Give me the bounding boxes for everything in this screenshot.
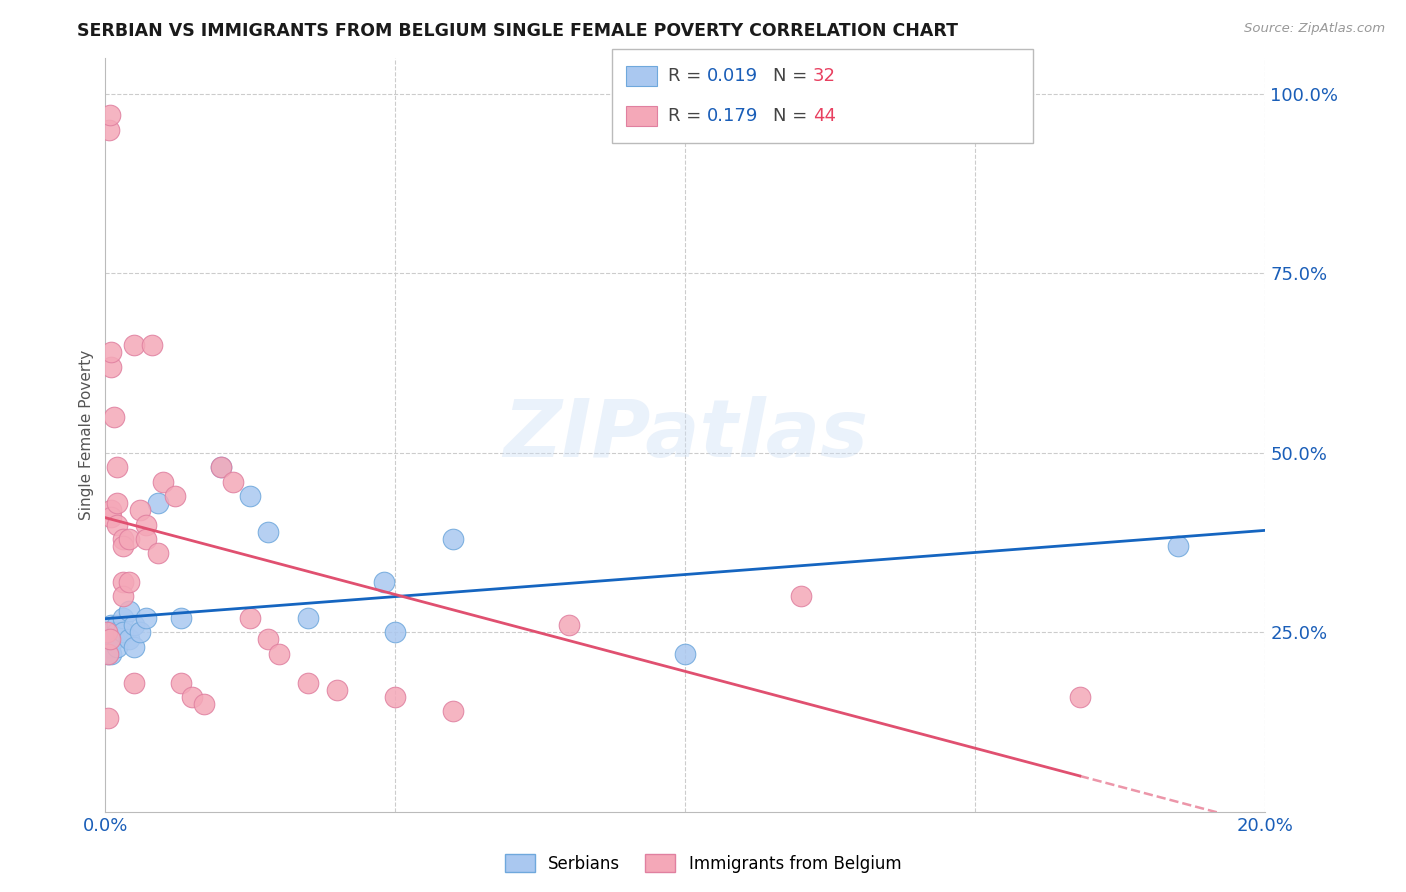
Point xyxy=(98,108,121,122)
Point xyxy=(124,675,146,690)
Point xyxy=(103,409,125,424)
Point xyxy=(269,647,291,661)
Text: 44: 44 xyxy=(813,107,835,125)
Point xyxy=(239,489,262,503)
Point xyxy=(103,632,125,647)
Point xyxy=(141,338,163,352)
Text: R =: R = xyxy=(668,107,707,125)
Point xyxy=(1167,539,1189,553)
Point xyxy=(124,618,146,632)
Point xyxy=(129,625,152,640)
Point xyxy=(297,675,319,690)
Point xyxy=(100,647,122,661)
Point xyxy=(105,517,128,532)
Point xyxy=(211,460,233,475)
Point xyxy=(124,640,146,654)
Point xyxy=(98,632,121,647)
Point xyxy=(111,590,134,604)
Point xyxy=(152,475,174,489)
Point xyxy=(790,590,813,604)
Point xyxy=(193,697,215,711)
Point xyxy=(170,675,193,690)
Point xyxy=(211,460,233,475)
Y-axis label: Single Female Poverty: Single Female Poverty xyxy=(79,350,94,520)
Point xyxy=(373,574,395,589)
Text: Source: ZipAtlas.com: Source: ZipAtlas.com xyxy=(1244,22,1385,36)
Point xyxy=(181,690,204,704)
Text: SERBIAN VS IMMIGRANTS FROM BELGIUM SINGLE FEMALE POVERTY CORRELATION CHART: SERBIAN VS IMMIGRANTS FROM BELGIUM SINGL… xyxy=(77,22,959,40)
Point xyxy=(105,618,128,632)
Point xyxy=(100,618,122,632)
Point xyxy=(105,640,128,654)
Point xyxy=(100,625,122,640)
Point xyxy=(105,460,128,475)
Point xyxy=(118,574,141,589)
Point xyxy=(124,338,146,352)
Point xyxy=(256,632,278,647)
Point xyxy=(441,532,464,546)
Point xyxy=(100,510,122,524)
Text: R =: R = xyxy=(668,67,707,85)
Point xyxy=(129,503,152,517)
Point xyxy=(384,625,406,640)
Point xyxy=(97,647,120,661)
Point xyxy=(135,611,157,625)
Point xyxy=(146,546,169,560)
Point xyxy=(384,690,406,704)
Point xyxy=(96,625,118,640)
Point xyxy=(146,496,169,510)
Point xyxy=(326,682,349,697)
Point xyxy=(97,625,120,640)
Point xyxy=(222,475,245,489)
Point xyxy=(118,632,141,647)
Point xyxy=(105,625,128,640)
Point xyxy=(111,532,134,546)
Point xyxy=(135,532,157,546)
Text: 0.179: 0.179 xyxy=(707,107,759,125)
Point xyxy=(239,611,262,625)
Point xyxy=(111,611,134,625)
Point xyxy=(111,539,134,553)
Text: 0.019: 0.019 xyxy=(707,67,758,85)
Point xyxy=(111,625,134,640)
Point xyxy=(297,611,319,625)
Point xyxy=(96,632,118,647)
Point xyxy=(97,711,120,725)
Point xyxy=(441,704,464,718)
Point xyxy=(1069,690,1091,704)
Point xyxy=(111,574,134,589)
Point xyxy=(135,517,157,532)
Point xyxy=(118,604,141,618)
Text: ZIPatlas: ZIPatlas xyxy=(503,396,868,474)
Point xyxy=(256,524,278,539)
Point xyxy=(170,611,193,625)
Point xyxy=(100,359,122,374)
Text: 32: 32 xyxy=(813,67,835,85)
Point xyxy=(100,345,122,359)
Text: N =: N = xyxy=(773,67,813,85)
Point xyxy=(165,489,187,503)
Legend: Serbians, Immigrants from Belgium: Serbians, Immigrants from Belgium xyxy=(498,847,908,880)
Point xyxy=(105,496,128,510)
Point xyxy=(558,618,581,632)
Point xyxy=(97,647,120,661)
Point xyxy=(118,532,141,546)
Point xyxy=(97,122,120,136)
Text: N =: N = xyxy=(773,107,813,125)
Point xyxy=(97,640,120,654)
Point xyxy=(98,640,121,654)
Point xyxy=(100,503,122,517)
Point xyxy=(675,647,697,661)
Point xyxy=(98,632,121,647)
